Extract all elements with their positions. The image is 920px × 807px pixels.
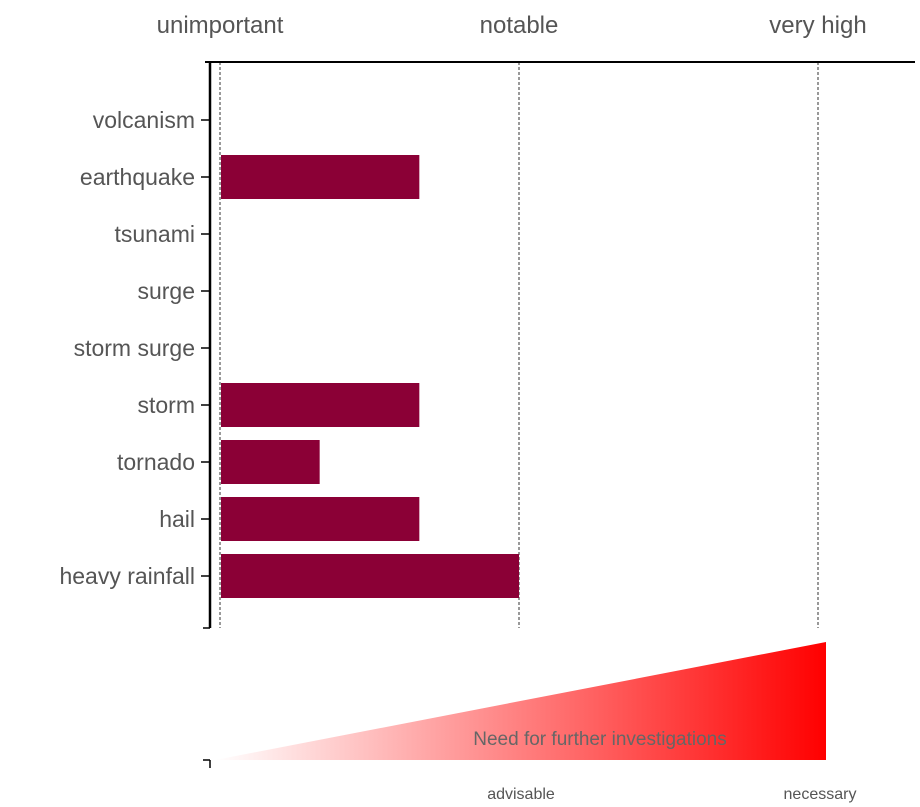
- bars: [221, 155, 519, 598]
- category-label: storm: [138, 392, 196, 418]
- bar: [221, 155, 420, 199]
- category-label: tornado: [117, 449, 195, 475]
- need-scale-title: Need for further investigations: [473, 729, 726, 750]
- bar: [221, 554, 519, 598]
- gridlines: [219, 62, 819, 628]
- need-scale: Need for further investigations advisable…: [203, 642, 856, 803]
- category-label: earthquake: [80, 164, 195, 190]
- category-label: hail: [159, 506, 195, 532]
- bar: [221, 440, 320, 484]
- need-wedge: [215, 642, 826, 760]
- category-label: heavy rainfall: [59, 563, 195, 589]
- category-axis: volcanism earthquake tsunami surge storm sur…: [59, 62, 212, 629]
- bar: [221, 383, 420, 427]
- top-axis-label: very high: [769, 12, 866, 39]
- category-label: surge: [137, 278, 195, 304]
- bar: [221, 497, 420, 541]
- category-label: volcanism: [93, 107, 195, 133]
- top-axis-label: unimportant: [157, 12, 284, 39]
- top-axis-label: notable: [480, 12, 559, 39]
- need-scale-label: advisable: [487, 786, 555, 803]
- category-label: storm surge: [74, 335, 195, 361]
- category-label: tsunami: [114, 221, 195, 247]
- top-axis: unimportant notable very high: [157, 12, 915, 63]
- need-scale-label: necessary: [784, 786, 857, 803]
